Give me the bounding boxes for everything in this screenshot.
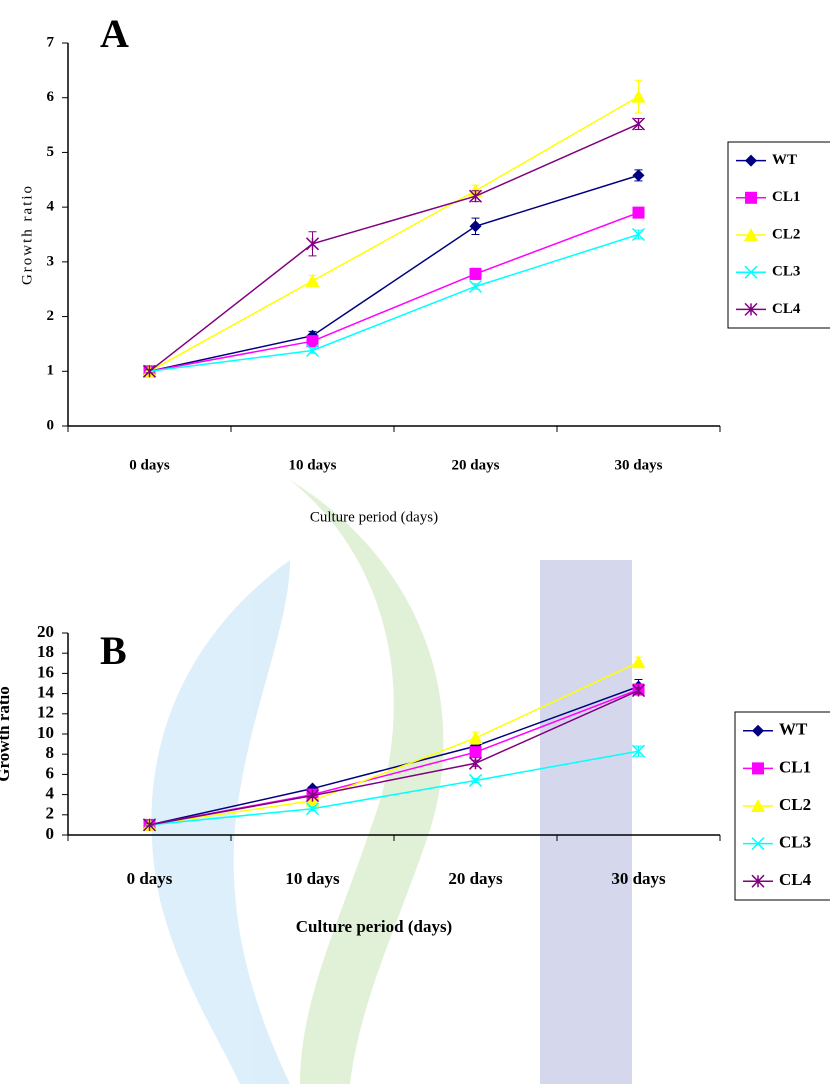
legend-marker <box>744 265 758 279</box>
chart-title: A <box>100 11 129 56</box>
y-tick-label: 0 <box>46 824 55 843</box>
series-line <box>149 689 639 826</box>
series-line <box>149 661 639 826</box>
series-line <box>149 174 639 373</box>
series-line <box>149 95 639 372</box>
marker <box>142 364 157 378</box>
legend-label: CL3 <box>772 264 800 280</box>
marker <box>305 343 320 358</box>
legend-marker <box>751 837 765 851</box>
legend-label: CL2 <box>772 226 800 242</box>
series-line <box>149 211 639 373</box>
y-tick-label: 6 <box>47 89 55 105</box>
legend-marker <box>744 228 758 241</box>
series-line <box>149 750 639 826</box>
marker <box>469 220 482 233</box>
y-axis-label: Growth ratio <box>19 184 35 285</box>
marker <box>631 744 646 758</box>
y-tick-label: 18 <box>37 642 54 661</box>
x-axis-label: Culture period (days) <box>310 509 438 525</box>
watermark-shape <box>540 560 632 1084</box>
legend-marker <box>751 799 765 812</box>
marker <box>631 655 646 669</box>
legend-marker <box>752 762 764 775</box>
x-tick-label: 10 days <box>285 869 340 888</box>
y-tick-label: 1 <box>47 363 55 379</box>
chart: A 0 1 2 3 4 5 6 7 0 days 10 days 20 days 30 days Cult… <box>19 11 830 525</box>
watermark-shape <box>151 560 290 1084</box>
x-tick-label: 0 days <box>129 457 170 473</box>
y-tick-label: 0 <box>47 417 55 433</box>
marker <box>468 756 483 770</box>
y-tick-label: 5 <box>47 144 55 160</box>
series-line <box>149 123 639 372</box>
legend-label: CL4 <box>779 870 812 889</box>
watermark-shape <box>290 480 444 1084</box>
y-tick-label: 12 <box>37 703 54 722</box>
marker <box>305 802 320 816</box>
marker <box>631 89 646 103</box>
marker <box>468 731 483 745</box>
series-line <box>149 685 639 826</box>
legend-label: CL1 <box>779 757 811 776</box>
marker <box>469 267 482 280</box>
x-tick-label: 30 days <box>611 869 666 888</box>
marker <box>305 789 320 803</box>
legend-marker <box>752 724 764 737</box>
y-tick-label: 14 <box>37 683 55 702</box>
y-axis-label: Growth ratio <box>0 686 13 782</box>
marker <box>305 274 320 288</box>
y-tick-label: 7 <box>47 34 55 50</box>
y-tick-label: 4 <box>47 199 55 215</box>
legend-label: WT <box>772 152 797 168</box>
marker <box>305 237 320 251</box>
y-tick-label: 20 <box>37 622 54 641</box>
y-tick-label: 3 <box>47 253 55 269</box>
y-tick-label: 6 <box>46 763 55 782</box>
legend-label: CL4 <box>772 301 801 317</box>
marker <box>631 117 646 131</box>
y-tick-label: 16 <box>37 662 54 681</box>
chart-title: B <box>100 628 127 673</box>
y-tick-label: 10 <box>37 723 54 742</box>
marker <box>632 206 645 219</box>
y-tick-label: 8 <box>46 743 55 762</box>
x-tick-label: 30 days <box>615 457 663 473</box>
marker <box>468 279 483 294</box>
legend-label: CL1 <box>772 189 800 205</box>
x-tick-label: 0 days <box>127 869 173 888</box>
y-tick-label: 2 <box>46 804 55 823</box>
x-axis-label: Culture period (days) <box>296 917 452 936</box>
watermark <box>151 480 632 1084</box>
marker <box>468 773 483 787</box>
y-tick-label: 2 <box>47 308 55 324</box>
marker <box>142 818 157 832</box>
x-tick-label: 20 days <box>448 869 503 888</box>
legend-marker <box>745 154 757 167</box>
marker <box>468 189 483 203</box>
marker <box>306 335 319 348</box>
legend-marker <box>744 302 758 316</box>
legend-marker <box>745 191 757 204</box>
marker <box>632 169 645 182</box>
legend-label: CL2 <box>779 795 811 814</box>
series-line <box>149 233 639 373</box>
legend-marker <box>751 874 765 888</box>
x-tick-label: 20 days <box>452 457 500 473</box>
y-tick-label: 4 <box>46 784 55 803</box>
marker <box>631 684 646 698</box>
x-tick-label: 10 days <box>289 457 337 473</box>
legend-label: CL3 <box>779 833 811 852</box>
legend-label: WT <box>779 720 808 739</box>
marker <box>469 746 482 759</box>
marker <box>631 227 646 242</box>
